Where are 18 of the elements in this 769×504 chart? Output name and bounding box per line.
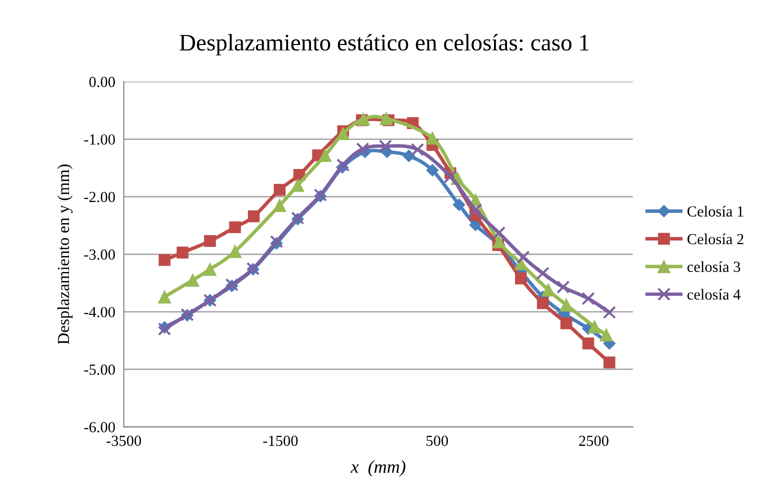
x-tick-label: -1500 <box>263 436 298 446</box>
y-tick-label: -4.00 <box>84 306 115 318</box>
chart-title: Desplazamiento estático en celosías: caso 1 <box>180 34 589 56</box>
y-tick-label: -1.00 <box>84 134 115 145</box>
legend-label: Celosía 2 <box>687 234 744 244</box>
y-tick-label: -5.00 <box>84 364 115 375</box>
x-tick-label: 500 <box>426 436 448 446</box>
x-tick-label: -3500 <box>106 436 142 446</box>
y-tick-label: -3.00 <box>84 249 115 260</box>
y-tick-label: -6.00 <box>84 422 115 432</box>
x-tick-label: 2500 <box>579 436 608 446</box>
y-tick-label: -2.00 <box>84 192 115 202</box>
legend-label: celosía 3 <box>687 261 740 272</box>
y-tick-label: 0.00 <box>89 76 115 88</box>
y-axis-title: Desplazamiento en y (mm) <box>57 164 73 344</box>
legend-label: Celosía 1 <box>687 206 744 217</box>
legend-label: celosía 4 <box>687 288 741 300</box>
x-axis-title: x (mm) <box>350 460 406 477</box>
